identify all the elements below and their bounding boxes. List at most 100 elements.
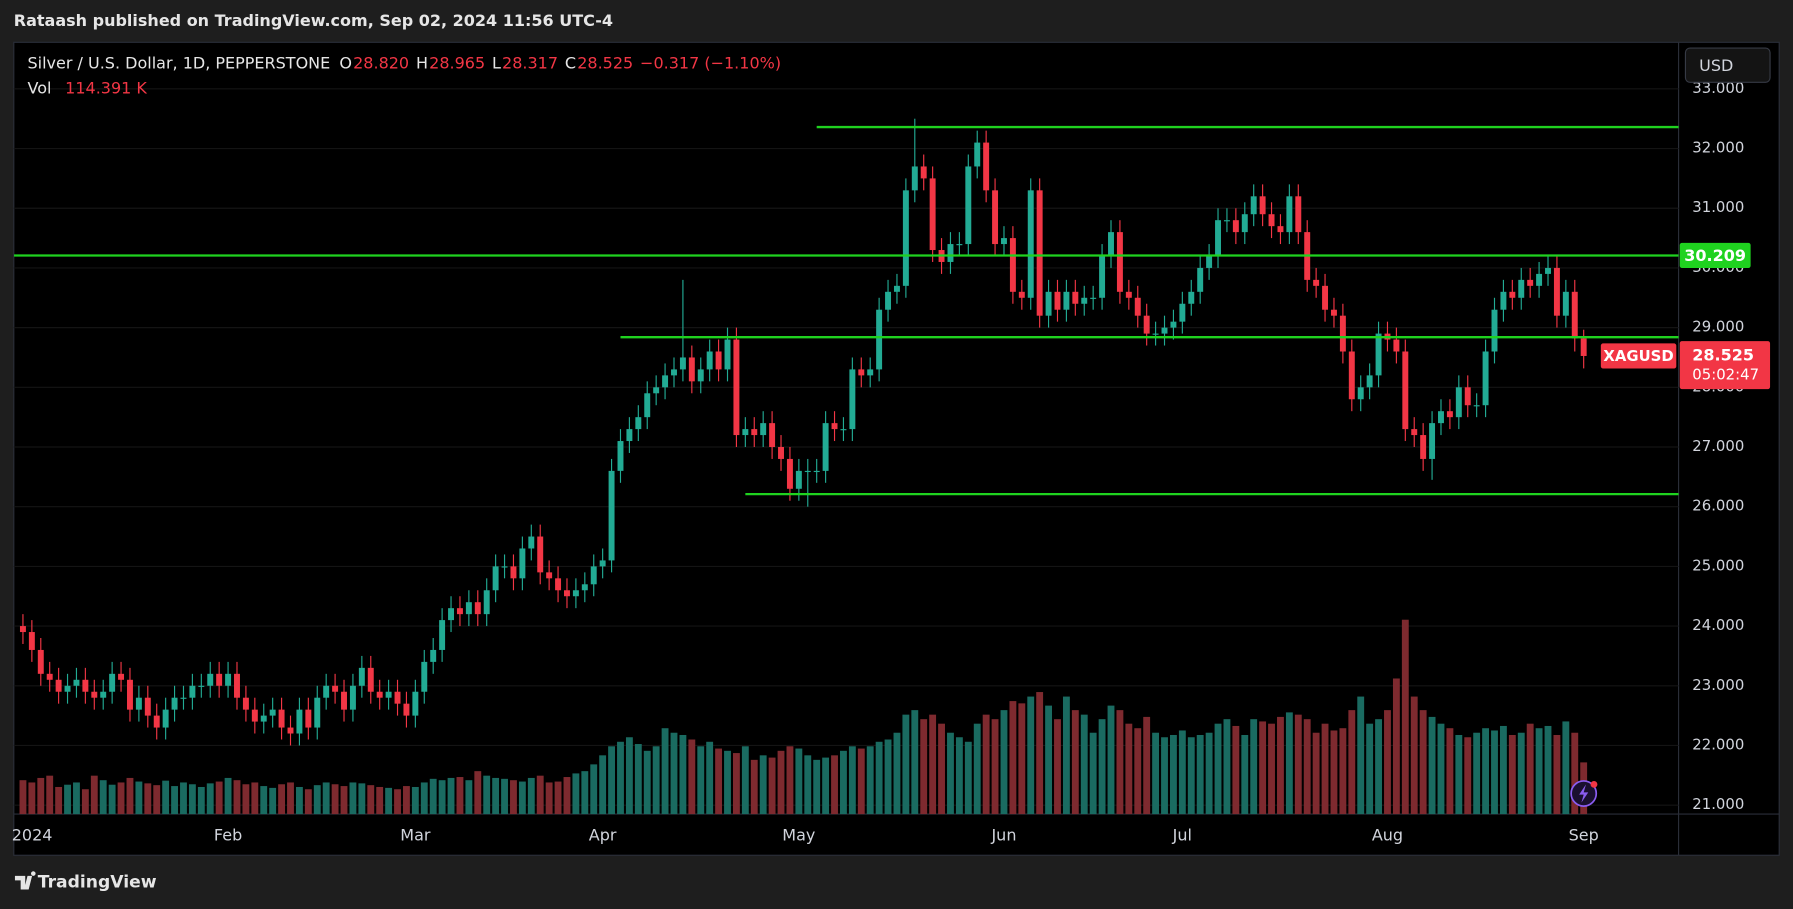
volume-bar [1071,710,1079,815]
volume-bar [1196,734,1204,815]
volume-bar [1187,737,1195,815]
candle-body [1500,291,1507,310]
countdown: 05:02:47 [1692,365,1759,383]
volume-bar [90,775,98,815]
volume-bar [1312,732,1320,815]
candle-body [1357,387,1364,400]
volume-bar [715,748,723,815]
candle-body [1232,220,1239,233]
candle-body [180,697,187,699]
volume-bar [1437,723,1445,815]
candle-body [73,679,80,686]
alert-dot [1590,780,1598,788]
volume-bar [1134,728,1142,815]
candle-body [64,685,71,692]
candle-body [733,339,740,436]
candle-body [403,703,410,716]
candle-body [911,166,918,191]
volume-bar [786,746,794,815]
volume-bar [1152,732,1160,815]
candle-body [118,673,125,680]
y-tick-label: 26.000 [1692,497,1744,515]
volume-bar [1107,705,1115,815]
candle-body [492,566,499,591]
volume-bar [322,782,330,815]
volume-title: Vol [28,79,52,98]
ohlc-value: 28.525 [577,54,633,73]
volume-bar [206,783,214,815]
volume-bar [420,782,428,815]
volume-bar [795,748,803,815]
x-tick-label: Sep [1569,825,1599,844]
candle-body [474,602,481,615]
volume-bar [1535,728,1543,815]
volume-bar [608,746,615,815]
volume-bar [768,757,776,815]
y-tick-label: 32.000 [1692,139,1744,157]
candle-body [885,291,892,310]
volume-bar [465,780,473,815]
candle-body [1295,196,1302,233]
candle-body [46,673,53,680]
candle-body [635,417,642,430]
volume-bar [1277,716,1284,815]
candle-body [349,685,356,710]
candle-body [662,375,669,388]
volume-bar [1116,710,1124,815]
volume-bar [1250,719,1258,815]
candle-body [1009,238,1016,292]
overlay: 21.000 22.000 23.000 24.000 25.000 26.000 27.0… [12,47,1771,844]
candle-body [1420,435,1427,459]
candle-body [1027,190,1034,298]
candle-body [28,632,35,650]
volume-bar [510,780,517,815]
volume-bar [55,786,63,815]
volume-bar [581,771,589,815]
volume-bar [955,737,963,815]
candle-body [1402,351,1409,430]
candle-body [876,309,883,370]
volume-bar [813,759,821,815]
volume-bar [81,789,89,815]
ohlc-value: 28.317 [502,54,558,73]
candle-body [769,423,776,448]
volume-bar [688,739,696,815]
volume-bar [1428,716,1436,815]
volume-bar [848,746,856,815]
candle-body [456,608,463,615]
ohlc-key: L [492,54,501,73]
volume-bar [661,728,669,815]
volume-bar [1045,705,1053,815]
candle-body [376,691,383,698]
ohlc-key: H [416,54,428,73]
volume-bar [135,781,143,815]
volume-bar [1464,737,1472,815]
candle-body [19,626,26,633]
candle-body [1482,351,1489,406]
volume-bar [46,775,54,815]
ohlc-value: 28.965 [429,54,485,73]
volume-bar [278,784,286,815]
candle-body [1446,411,1453,418]
volume-bar [1125,723,1133,815]
candle-body [1134,297,1141,316]
candle-body [840,429,847,431]
candle-body [715,351,722,370]
volume-bar [242,784,250,815]
volume-bar [1303,719,1311,815]
candle-body [1125,291,1132,298]
candle-body [144,697,151,716]
volume-bar [777,750,785,815]
volume-bar [1384,710,1391,815]
volume-bar [1401,619,1409,815]
volume-bar [108,784,116,815]
volume-bar [590,764,598,815]
volume-bar [804,755,812,815]
volume-bar [857,748,865,815]
volume-bar [331,784,339,815]
volume-bar [822,757,830,815]
currency: USD [1699,56,1733,75]
currency-button[interactable] [1684,47,1771,83]
volume-bar [501,778,508,815]
volume-bar [483,775,491,815]
